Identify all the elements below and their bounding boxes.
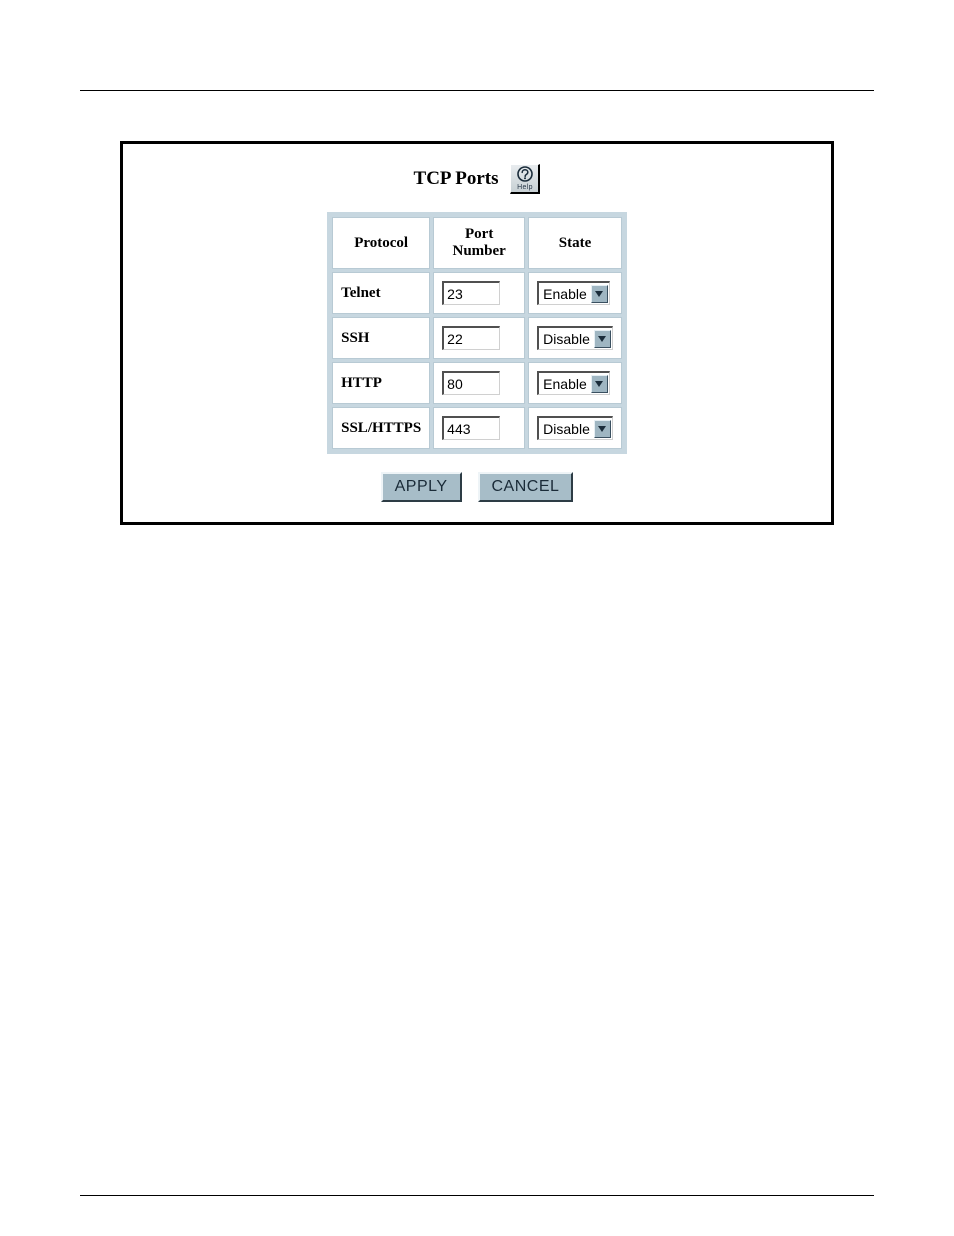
help-button[interactable]: Help — [510, 164, 540, 194]
port-input-sslhttps[interactable] — [442, 416, 500, 440]
chevron-down-icon — [591, 375, 608, 393]
chevron-down-icon — [591, 285, 608, 303]
button-row: APPLY CANCEL — [123, 472, 831, 502]
chevron-down-icon — [594, 420, 611, 438]
table-row: HTTP Enable — [332, 362, 622, 404]
protocol-cell-http: HTTP — [332, 362, 430, 404]
table-header-row: Protocol Port Number State — [332, 217, 622, 269]
title-row: TCP Ports Help — [123, 164, 831, 194]
protocol-cell-telnet: Telnet — [332, 272, 430, 314]
help-icon — [516, 166, 534, 184]
port-input-http[interactable] — [442, 371, 500, 395]
state-select-telnet[interactable]: Enable — [537, 281, 610, 305]
apply-button[interactable]: APPLY — [381, 472, 462, 502]
state-value-sslhttps: Disable — [539, 421, 594, 437]
col-protocol: Protocol — [332, 217, 430, 269]
protocol-cell-ssh: SSH — [332, 317, 430, 359]
state-value-http: Enable — [539, 376, 591, 392]
tcp-ports-table: Protocol Port Number State Telnet Enable — [327, 212, 627, 454]
chevron-down-icon — [594, 330, 611, 348]
cancel-button[interactable]: CANCEL — [478, 472, 574, 502]
help-label: Help — [511, 184, 538, 191]
table-row: SSL/HTTPS Disable — [332, 407, 622, 449]
top-divider — [80, 90, 874, 91]
protocol-cell-sslhttps: SSL/HTTPS — [332, 407, 430, 449]
tcp-ports-panel: TCP Ports Help Protocol Port Number Stat… — [120, 141, 834, 525]
state-select-http[interactable]: Enable — [537, 371, 610, 395]
bottom-divider — [80, 1195, 874, 1196]
port-input-telnet[interactable] — [442, 281, 500, 305]
state-value-ssh: Disable — [539, 331, 594, 347]
state-value-telnet: Enable — [539, 286, 591, 302]
page-title: TCP Ports — [414, 168, 499, 189]
table-row: Telnet Enable — [332, 272, 622, 314]
port-input-ssh[interactable] — [442, 326, 500, 350]
table-row: SSH Disable — [332, 317, 622, 359]
col-port-number: Port Number — [433, 217, 525, 269]
state-select-ssh[interactable]: Disable — [537, 326, 613, 350]
state-select-sslhttps[interactable]: Disable — [537, 416, 613, 440]
col-state: State — [528, 217, 622, 269]
